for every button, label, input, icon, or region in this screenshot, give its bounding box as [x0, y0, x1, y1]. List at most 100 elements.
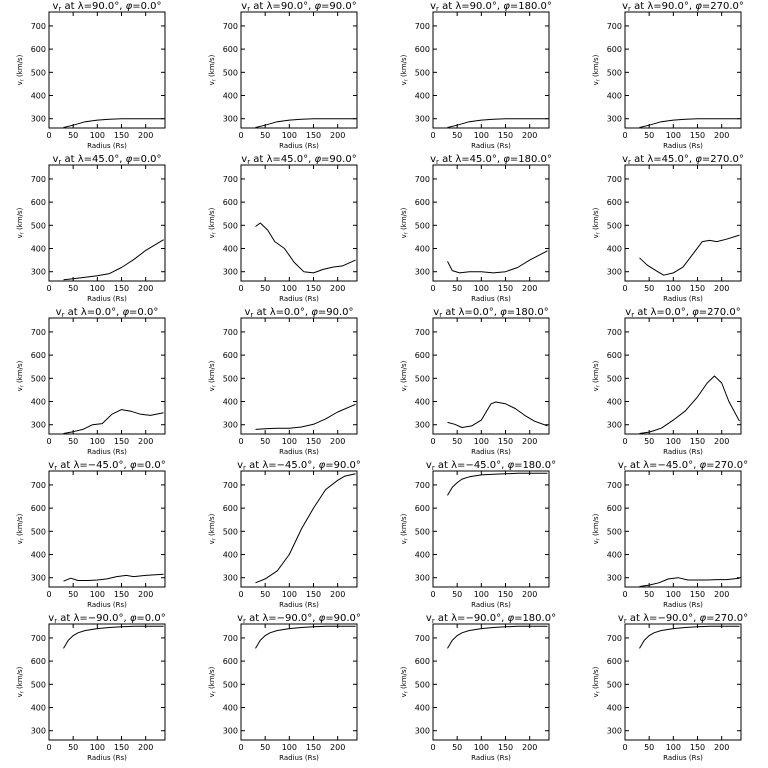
x-tick-label: 50: [644, 743, 654, 752]
chart-title: vr at λ=0.0°, φ=0.0°: [56, 307, 159, 319]
x-axis-label: Radius (Rs): [471, 295, 511, 303]
y-tick-label: 400: [223, 704, 238, 713]
x-tick-label: 200: [330, 590, 345, 599]
x-axis-label: Radius (Rs): [87, 142, 127, 150]
x-tick-label: 200: [522, 284, 537, 293]
x-tick-label: 50: [452, 131, 462, 140]
x-tick-label: 50: [452, 590, 462, 599]
y-tick-label: 600: [31, 351, 46, 360]
x-tick-label: 150: [498, 131, 513, 140]
series-line: [63, 573, 164, 582]
y-tick-label: 400: [31, 245, 46, 254]
x-tick-label: 0: [46, 437, 51, 446]
x-axis-label: Radius (Rs): [279, 142, 319, 150]
y-tick-label: 700: [223, 22, 238, 31]
x-tick-label: 200: [714, 131, 729, 140]
series-line: [255, 625, 356, 649]
chart-title: vr at λ=0.0°, φ=90.0°: [244, 307, 353, 319]
x-tick-label: 200: [138, 743, 153, 752]
chart-panel: vr at λ=−90.0°, φ=270.0° 0 50 100 150 200 300 4…: [592, 613, 748, 762]
x-tick-label: 0: [238, 131, 243, 140]
y-tick-label: 600: [31, 198, 46, 207]
x-tick-label: 200: [714, 743, 729, 752]
chart-panel: vr at λ=0.0°, φ=270.0° 0 50 100 150 200 300 400…: [592, 307, 742, 456]
x-tick-label: 100: [90, 590, 105, 599]
x-tick-label: 200: [714, 590, 729, 599]
y-tick-label: 400: [607, 398, 622, 407]
x-axis-label: Radius (Rs): [87, 601, 127, 609]
x-tick-label: 100: [282, 590, 297, 599]
y-axis-label: vr (km/s): [16, 666, 26, 697]
chart-panel: vr at λ=45.0°, φ=0.0° 0 50 100 150 200 300 400 5…: [16, 154, 166, 303]
x-tick-label: 200: [522, 437, 537, 446]
x-axis-label: Radius (Rs): [663, 295, 703, 303]
x-tick-label: 50: [68, 590, 78, 599]
chart-panel: vr at λ=−45.0°, φ=270.0° 0 50 100 150 200 300 4…: [592, 460, 748, 609]
y-tick-label: 600: [31, 504, 46, 513]
y-axis-label: vr (km/s): [400, 54, 410, 85]
y-tick-label: 700: [607, 22, 622, 31]
series-line: [255, 118, 356, 128]
x-tick-label: 100: [474, 131, 489, 140]
y-tick-label: 600: [607, 45, 622, 54]
x-tick-label: 0: [622, 284, 627, 293]
plot-frame: [432, 11, 550, 129]
y-tick-label: 700: [415, 481, 430, 490]
chart-panel: vr at λ=−90.0°, φ=90.0° 0 50 100 150 200 300 40…: [208, 613, 361, 762]
y-tick-label: 300: [607, 115, 622, 124]
y-tick-label: 400: [607, 245, 622, 254]
x-axis-label: Radius (Rs): [87, 295, 127, 303]
x-tick-label: 50: [644, 284, 654, 293]
x-tick-label: 150: [498, 437, 513, 446]
series-line: [639, 577, 740, 587]
plot-frame: [432, 623, 550, 741]
plot-frame: [624, 164, 742, 282]
y-tick-label: 500: [223, 68, 238, 77]
plot-frame: [624, 11, 742, 129]
y-tick-label: 700: [31, 481, 46, 490]
x-tick-label: 200: [522, 131, 537, 140]
x-tick-label: 150: [114, 590, 129, 599]
x-tick-label: 150: [114, 437, 129, 446]
x-tick-label: 0: [46, 284, 51, 293]
x-tick-label: 150: [114, 743, 129, 752]
y-axis-label: vr (km/s): [208, 54, 218, 85]
x-tick-label: 0: [430, 437, 435, 446]
y-tick-label: 700: [223, 328, 238, 337]
plot-frame: [48, 11, 166, 129]
y-axis-label: vr (km/s): [592, 666, 602, 697]
x-tick-label: 100: [474, 590, 489, 599]
chart-panel: vr at λ=90.0°, φ=270.0° 0 50 100 150 200 300 40…: [592, 1, 744, 150]
series-line: [63, 409, 164, 434]
y-axis-label: vr (km/s): [400, 207, 410, 238]
y-axis-label: vr (km/s): [592, 207, 602, 238]
x-tick-label: 50: [452, 743, 462, 752]
x-tick-label: 0: [46, 590, 51, 599]
chart-title: vr at λ=45.0°, φ=0.0°: [52, 154, 161, 166]
x-tick-label: 150: [114, 131, 129, 140]
x-tick-label: 100: [90, 131, 105, 140]
series-line: [447, 118, 548, 128]
y-tick-label: 600: [607, 504, 622, 513]
y-tick-label: 300: [415, 268, 430, 277]
x-tick-label: 0: [238, 743, 243, 752]
y-tick-label: 500: [223, 374, 238, 383]
chart-title: vr at λ=0.0°, φ=270.0°: [625, 307, 740, 319]
y-tick-label: 300: [415, 421, 430, 430]
plot-frame: [624, 623, 742, 741]
chart-title: vr at λ=90.0°, φ=90.0°: [241, 1, 356, 13]
x-tick-label: 0: [622, 131, 627, 140]
x-tick-label: 50: [68, 743, 78, 752]
y-axis-label: vr (km/s): [592, 513, 602, 544]
y-tick-label: 700: [223, 175, 238, 184]
y-axis-label: vr (km/s): [16, 54, 26, 85]
chart-panel: vr at λ=90.0°, φ=90.0° 0 50 100 150 200 300 400…: [208, 1, 358, 150]
x-tick-label: 150: [690, 590, 705, 599]
chart-panel: vr at λ=90.0°, φ=180.0° 0 50 100 150 200 300 40…: [400, 1, 552, 150]
x-tick-label: 50: [260, 437, 270, 446]
series-line: [447, 401, 548, 428]
y-tick-label: 500: [31, 680, 46, 689]
x-tick-label: 0: [430, 284, 435, 293]
x-tick-label: 150: [306, 284, 321, 293]
x-axis-label: Radius (Rs): [87, 754, 127, 762]
